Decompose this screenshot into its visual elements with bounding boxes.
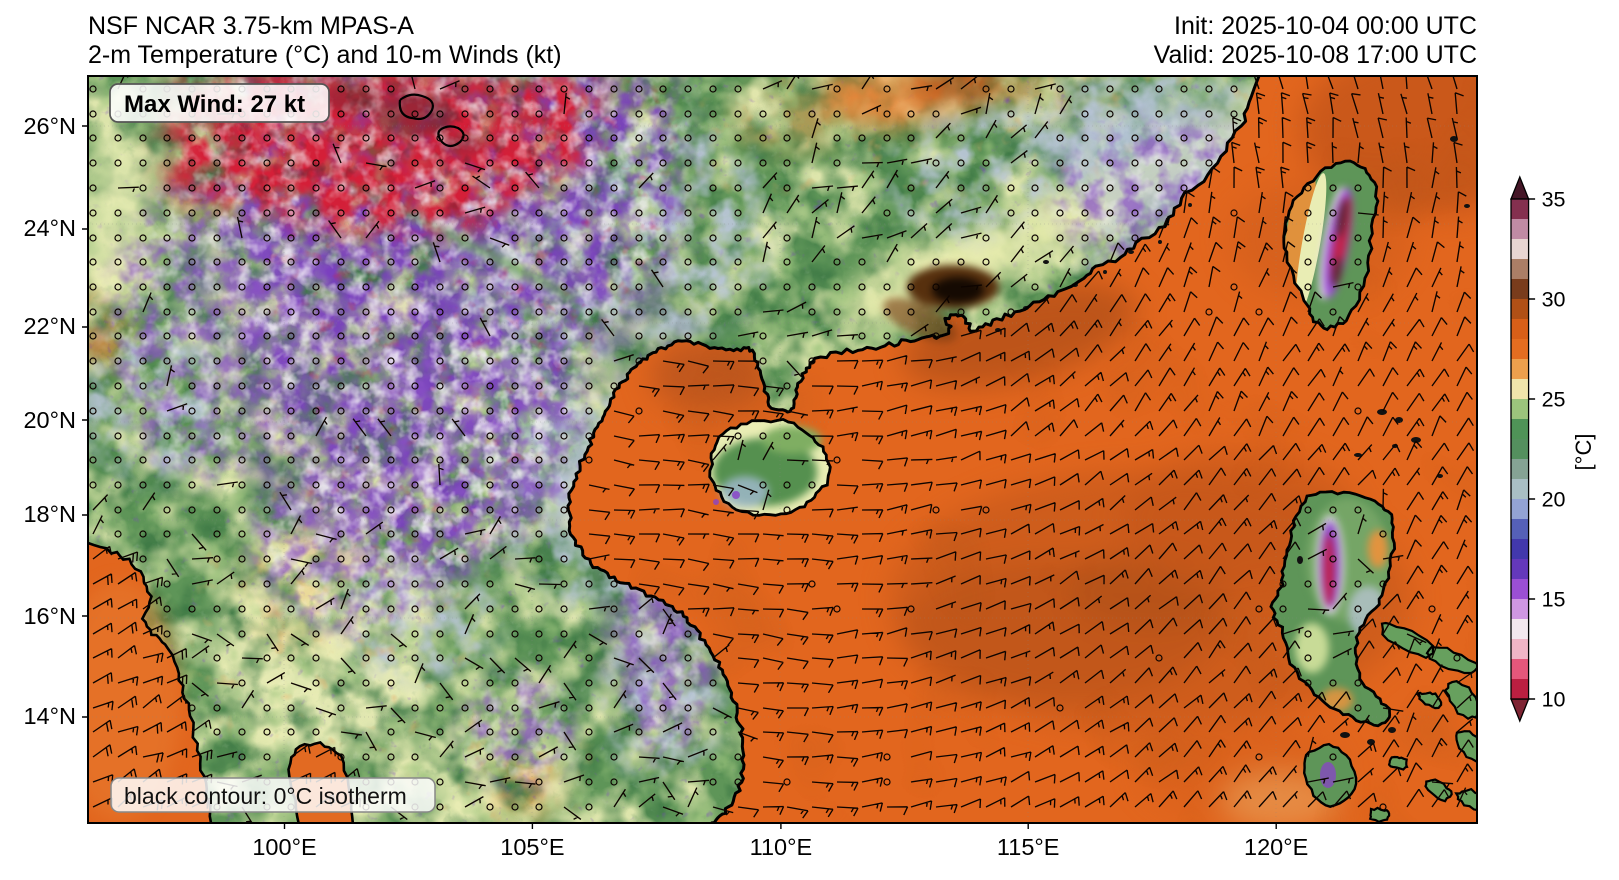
svg-text:26°N: 26°N xyxy=(23,113,76,139)
svg-text:Init: 2025-10-04 00:00 UTC: Init: 2025-10-04 00:00 UTC xyxy=(1174,12,1477,40)
svg-text:NSF NCAR 3.75-km MPAS-A: NSF NCAR 3.75-km MPAS-A xyxy=(88,12,414,40)
svg-text:10: 10 xyxy=(1542,688,1566,712)
svg-text:Max Wind: 27 kt: Max Wind: 27 kt xyxy=(124,91,305,118)
svg-text:black contour: 0°C isotherm: black contour: 0°C isotherm xyxy=(124,783,407,809)
svg-text:24°N: 24°N xyxy=(23,215,76,241)
svg-text:25: 25 xyxy=(1542,388,1566,412)
svg-text:100°E: 100°E xyxy=(252,834,316,860)
svg-text:[°C]: [°C] xyxy=(1571,434,1596,471)
svg-text:16°N: 16°N xyxy=(23,603,76,629)
svg-text:15: 15 xyxy=(1542,588,1566,612)
svg-text:20°N: 20°N xyxy=(23,407,76,433)
svg-text:35: 35 xyxy=(1542,188,1566,212)
svg-text:105°E: 105°E xyxy=(500,834,564,860)
svg-text:30: 30 xyxy=(1542,288,1566,312)
svg-text:115°E: 115°E xyxy=(997,834,1060,860)
svg-text:14°N: 14°N xyxy=(23,703,76,729)
svg-text:110°E: 110°E xyxy=(750,834,813,860)
svg-text:Valid: 2025-10-08 17:00 UTC: Valid: 2025-10-08 17:00 UTC xyxy=(1154,41,1477,69)
svg-text:2-m Temperature (°C) and 10-m: 2-m Temperature (°C) and 10-m Winds (kt) xyxy=(88,41,562,69)
svg-text:18°N: 18°N xyxy=(23,501,76,527)
svg-text:120°E: 120°E xyxy=(1244,834,1308,860)
svg-text:22°N: 22°N xyxy=(23,313,76,339)
svg-text:20: 20 xyxy=(1542,488,1566,512)
